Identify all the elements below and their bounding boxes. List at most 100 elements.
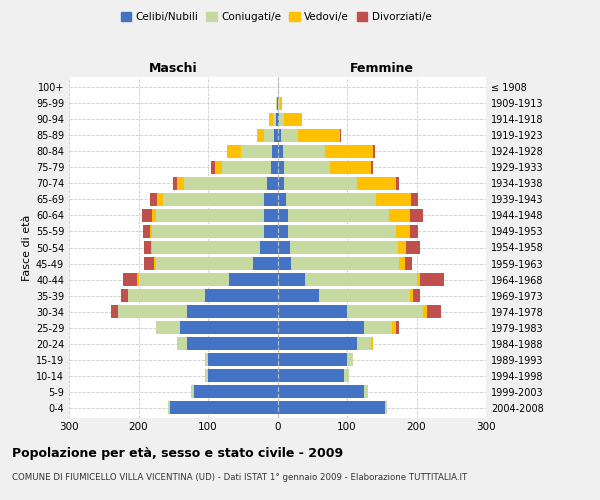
Bar — [278, 96, 280, 110]
Bar — [413, 289, 420, 302]
Legend: Celibi/Nubili, Coniugati/e, Vedovi/e, Divorziati/e: Celibi/Nubili, Coniugati/e, Vedovi/e, Di… — [116, 8, 436, 26]
Bar — [280, 96, 281, 110]
Bar — [277, 128, 281, 142]
Bar — [286, 193, 376, 206]
Bar — [398, 241, 406, 254]
Bar — [281, 128, 298, 142]
Bar — [424, 305, 427, 318]
Bar — [277, 193, 286, 206]
Text: COMUNE DI FIUMICELLO VILLA VICENTINA (UD) - Dati ISTAT 1° gennaio 2009 - Elabora: COMUNE DI FIUMICELLO VILLA VICENTINA (UD… — [12, 472, 467, 482]
Bar — [376, 193, 411, 206]
Bar — [283, 144, 325, 158]
Bar — [187, 305, 277, 318]
Bar — [151, 241, 152, 254]
Bar — [276, 112, 277, 126]
Bar — [142, 209, 152, 222]
Bar — [277, 209, 288, 222]
Bar — [143, 225, 151, 238]
Bar — [373, 144, 375, 158]
Bar — [427, 305, 441, 318]
Bar — [263, 128, 274, 142]
Bar — [420, 273, 444, 286]
Bar — [180, 321, 277, 334]
Bar — [263, 209, 277, 222]
Bar — [358, 177, 395, 190]
Bar — [290, 241, 398, 254]
Bar — [151, 225, 152, 238]
Bar — [358, 337, 371, 350]
Bar — [163, 193, 263, 206]
Bar — [279, 112, 284, 126]
Bar — [395, 321, 399, 334]
Bar — [229, 273, 277, 286]
Bar — [410, 209, 424, 222]
Bar — [173, 177, 177, 190]
Bar — [284, 160, 329, 174]
Bar — [267, 177, 277, 190]
Bar — [277, 321, 364, 334]
Bar — [144, 241, 151, 254]
Bar — [277, 402, 385, 414]
Bar — [410, 289, 413, 302]
Bar — [319, 289, 410, 302]
Bar — [395, 225, 410, 238]
Bar — [277, 177, 284, 190]
Bar — [151, 193, 157, 206]
Bar — [371, 160, 373, 174]
Bar — [137, 273, 139, 286]
Bar — [194, 386, 277, 398]
Bar — [411, 193, 418, 206]
Bar — [253, 257, 277, 270]
Bar — [269, 112, 272, 126]
Bar — [399, 257, 404, 270]
Bar — [123, 273, 137, 286]
Bar — [205, 353, 208, 366]
Bar — [277, 144, 283, 158]
Bar — [260, 241, 277, 254]
Bar — [277, 386, 364, 398]
Bar — [392, 321, 395, 334]
Bar — [288, 209, 389, 222]
Bar — [404, 257, 412, 270]
Bar — [276, 96, 277, 110]
Bar — [152, 225, 263, 238]
Bar — [329, 160, 371, 174]
Bar — [139, 273, 229, 286]
Bar — [144, 257, 154, 270]
Bar — [410, 225, 418, 238]
Bar — [277, 273, 305, 286]
Bar — [156, 321, 180, 334]
Bar — [364, 321, 392, 334]
Bar — [344, 369, 349, 382]
Bar — [157, 193, 163, 206]
Bar — [340, 128, 341, 142]
Bar — [121, 289, 128, 302]
Bar — [177, 337, 187, 350]
Bar — [169, 402, 170, 414]
Bar — [156, 257, 253, 270]
Bar — [272, 144, 277, 158]
Bar — [277, 369, 344, 382]
Bar — [170, 402, 277, 414]
Bar — [416, 273, 420, 286]
Bar — [272, 112, 276, 126]
Bar — [152, 241, 260, 254]
Bar — [156, 209, 263, 222]
Bar — [177, 177, 184, 190]
Bar — [347, 353, 353, 366]
Bar — [263, 225, 277, 238]
Bar — [211, 160, 215, 174]
Bar — [263, 193, 277, 206]
Bar — [274, 128, 277, 142]
Y-axis label: Fasce di età: Fasce di età — [22, 214, 32, 280]
Bar — [277, 257, 292, 270]
Text: Maschi: Maschi — [149, 62, 197, 75]
Bar — [187, 337, 277, 350]
Bar — [371, 337, 373, 350]
Bar — [205, 369, 208, 382]
Bar — [305, 273, 416, 286]
Bar — [406, 241, 420, 254]
Bar — [284, 177, 358, 190]
Bar — [128, 289, 205, 302]
Text: Popolazione per età, sesso e stato civile - 2009: Popolazione per età, sesso e stato civil… — [12, 448, 343, 460]
